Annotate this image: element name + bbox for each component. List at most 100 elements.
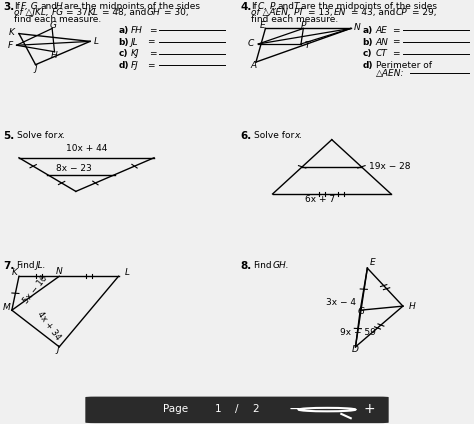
Text: H: H: [409, 301, 416, 311]
Text: = 37,: = 37,: [66, 8, 91, 17]
Text: =: =: [149, 49, 157, 58]
Text: b): b): [118, 37, 129, 47]
Text: A: A: [251, 61, 256, 70]
Text: 8x − 23: 8x − 23: [56, 164, 92, 173]
Text: P: P: [301, 21, 306, 30]
Text: FJ: FJ: [130, 61, 138, 70]
Text: d): d): [118, 61, 129, 70]
Text: H: H: [51, 51, 58, 60]
Text: G: G: [50, 21, 57, 30]
Text: CT: CT: [375, 49, 387, 58]
Text: 2: 2: [253, 404, 259, 414]
Text: = 30,: = 30,: [164, 8, 188, 17]
Text: △AEN:: △AEN:: [375, 69, 404, 78]
Text: c): c): [118, 49, 128, 58]
Text: and: and: [40, 2, 57, 11]
Text: N: N: [354, 22, 361, 32]
Text: 5x − 16: 5x − 16: [22, 273, 49, 305]
Text: AE: AE: [375, 26, 388, 35]
Text: a): a): [363, 26, 373, 35]
Text: Solve for: Solve for: [17, 131, 57, 140]
Text: are the midpoints of the sides: are the midpoints of the sides: [301, 2, 437, 11]
Text: JL.: JL.: [36, 261, 46, 270]
Text: find each measure.: find each measure.: [14, 15, 101, 24]
Text: JL: JL: [130, 37, 138, 47]
Text: = 29,: = 29,: [412, 8, 437, 17]
Text: C: C: [248, 39, 255, 48]
Text: T: T: [304, 41, 310, 50]
Text: of △JKL,: of △JKL,: [14, 8, 49, 17]
Text: = 13,: = 13,: [308, 8, 333, 17]
Text: N: N: [56, 267, 63, 276]
Text: /: /: [235, 404, 239, 414]
Text: D: D: [352, 345, 359, 354]
Text: Perimeter of: Perimeter of: [375, 61, 432, 70]
Text: KJ: KJ: [130, 49, 139, 58]
Text: =: =: [149, 26, 157, 35]
Text: F: F: [8, 41, 12, 50]
Text: = 43, and: = 43, and: [351, 8, 395, 17]
Text: =: =: [147, 61, 155, 70]
Text: 1: 1: [215, 404, 221, 414]
Text: If: If: [251, 2, 257, 11]
Text: a): a): [118, 26, 129, 35]
Text: L: L: [125, 268, 130, 277]
Text: 6.: 6.: [240, 131, 252, 141]
Text: F, G,: F, G,: [21, 2, 41, 11]
Text: +: +: [364, 402, 375, 416]
Text: EN: EN: [334, 8, 346, 17]
Text: = 48, and: = 48, and: [102, 8, 146, 17]
Text: =: =: [392, 49, 400, 58]
Text: 4.: 4.: [240, 2, 252, 12]
Text: −: −: [288, 402, 300, 416]
Text: 3x − 4: 3x − 4: [326, 298, 356, 307]
Text: CP: CP: [396, 8, 408, 17]
Text: FG: FG: [52, 8, 64, 17]
Text: 8.: 8.: [240, 261, 252, 271]
Text: 4x + 34: 4x + 34: [35, 310, 62, 342]
Text: Find: Find: [254, 261, 272, 270]
Text: find each measure.: find each measure.: [251, 15, 338, 24]
Text: 19x − 28: 19x − 28: [369, 162, 410, 171]
Text: GH.: GH.: [273, 261, 289, 270]
Text: K: K: [9, 28, 15, 37]
Text: c): c): [363, 49, 372, 58]
Text: x.: x.: [57, 131, 65, 140]
Text: d): d): [363, 61, 373, 70]
Text: 7.: 7.: [4, 261, 15, 271]
Text: =: =: [147, 37, 155, 47]
Text: GH: GH: [147, 8, 161, 17]
Text: J: J: [57, 345, 60, 354]
Text: and: and: [277, 2, 294, 11]
Text: Find: Find: [17, 261, 35, 270]
Text: 5.: 5.: [4, 131, 15, 141]
Text: =: =: [392, 26, 400, 35]
Text: Page: Page: [163, 404, 188, 414]
Text: are the midpoints of the sides: are the midpoints of the sides: [64, 2, 200, 11]
Text: M: M: [2, 303, 10, 312]
Text: G: G: [358, 307, 365, 316]
Text: KL: KL: [88, 8, 99, 17]
Text: E: E: [370, 258, 375, 267]
Text: x.: x.: [294, 131, 302, 140]
Text: If: If: [14, 2, 20, 11]
Text: of △AEN,: of △AEN,: [251, 8, 291, 17]
Text: FH: FH: [130, 26, 142, 35]
Text: J: J: [34, 64, 37, 73]
FancyBboxPatch shape: [85, 396, 389, 423]
Text: b): b): [363, 37, 373, 47]
Text: =: =: [392, 37, 400, 47]
Text: 6x + 7: 6x + 7: [305, 195, 335, 204]
Text: C, P,: C, P,: [258, 2, 277, 11]
Text: 9x − 59: 9x − 59: [340, 328, 376, 338]
Text: H: H: [56, 2, 63, 11]
Text: PT: PT: [294, 8, 305, 17]
Text: E: E: [260, 21, 266, 30]
Text: K: K: [12, 268, 18, 277]
Text: 10x + 44: 10x + 44: [66, 144, 107, 153]
Text: T: T: [294, 2, 300, 11]
Text: 3.: 3.: [4, 2, 15, 12]
Text: Solve for: Solve for: [254, 131, 294, 140]
Text: L: L: [94, 37, 99, 46]
Text: AN: AN: [375, 37, 389, 47]
